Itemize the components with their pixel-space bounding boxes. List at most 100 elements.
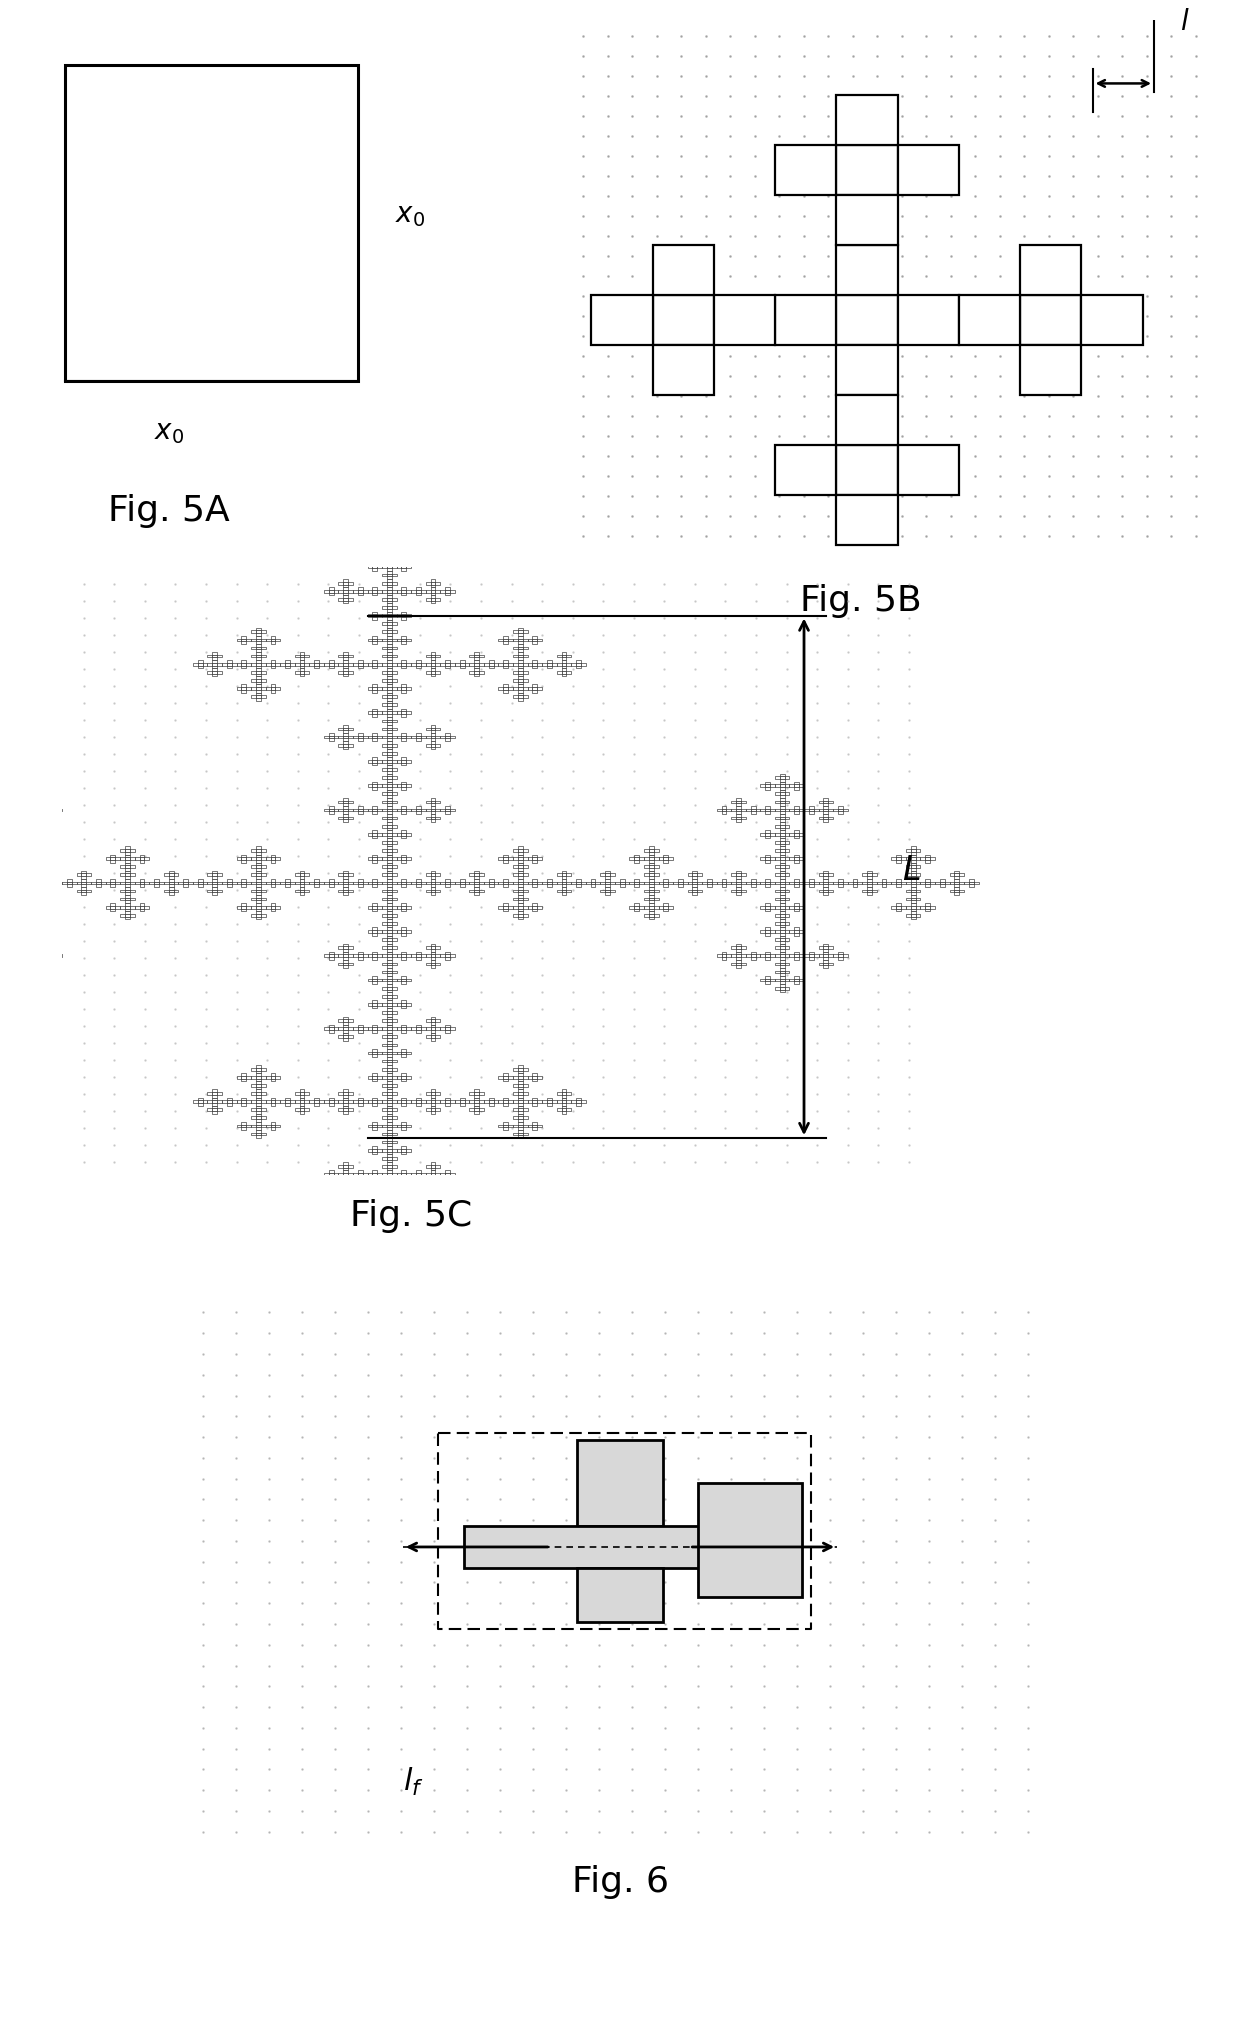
Bar bbox=[503, 885, 508, 887]
Bar bbox=[4, 905, 9, 909]
Bar bbox=[135, 857, 140, 861]
Bar bbox=[737, 954, 742, 958]
Bar bbox=[518, 863, 523, 865]
Bar bbox=[523, 630, 527, 634]
Bar bbox=[212, 652, 217, 654]
Bar bbox=[430, 595, 435, 597]
Bar bbox=[237, 1124, 242, 1128]
Bar bbox=[518, 913, 523, 917]
Bar bbox=[9, 927, 14, 929]
Bar bbox=[260, 1124, 265, 1128]
Bar bbox=[343, 733, 348, 735]
Bar bbox=[785, 954, 790, 958]
Bar bbox=[785, 824, 790, 828]
Bar bbox=[527, 1124, 532, 1128]
Bar bbox=[115, 857, 120, 861]
Bar bbox=[402, 565, 407, 569]
Bar bbox=[862, 873, 867, 877]
Bar bbox=[392, 1156, 397, 1160]
Bar bbox=[255, 1112, 260, 1114]
Bar bbox=[523, 654, 527, 658]
Bar bbox=[387, 715, 392, 717]
Bar bbox=[518, 1108, 523, 1112]
Bar bbox=[610, 873, 615, 877]
Bar bbox=[212, 879, 217, 881]
Bar bbox=[387, 958, 392, 960]
Bar bbox=[255, 1073, 260, 1075]
Bar bbox=[110, 903, 115, 905]
Bar bbox=[537, 881, 542, 885]
Bar bbox=[785, 970, 790, 974]
Bar bbox=[542, 1100, 547, 1104]
Bar bbox=[430, 885, 435, 887]
Bar bbox=[270, 666, 275, 668]
Bar bbox=[242, 1122, 247, 1124]
Bar bbox=[407, 614, 412, 618]
Bar bbox=[270, 857, 275, 861]
Bar bbox=[562, 674, 567, 676]
Bar bbox=[523, 678, 527, 682]
Bar bbox=[430, 731, 435, 733]
Bar bbox=[324, 881, 329, 885]
Bar bbox=[532, 684, 537, 686]
Bar bbox=[417, 660, 420, 662]
Bar bbox=[339, 1164, 343, 1168]
Bar bbox=[808, 879, 813, 881]
Bar bbox=[130, 873, 135, 877]
Bar bbox=[212, 1106, 217, 1108]
Bar bbox=[518, 1106, 523, 1108]
Bar bbox=[0, 800, 4, 804]
Bar bbox=[445, 1027, 450, 1031]
Bar bbox=[130, 889, 135, 893]
Bar bbox=[367, 929, 372, 934]
Bar bbox=[255, 642, 260, 644]
Bar bbox=[717, 954, 722, 958]
Bar bbox=[940, 879, 945, 881]
Bar bbox=[382, 1108, 387, 1112]
Bar bbox=[260, 897, 265, 901]
Bar bbox=[489, 1100, 494, 1104]
Bar bbox=[37, 887, 42, 889]
Bar bbox=[300, 1089, 305, 1091]
Bar bbox=[823, 887, 828, 889]
Bar bbox=[144, 857, 149, 861]
Bar bbox=[518, 1128, 523, 1130]
Bar bbox=[247, 686, 252, 691]
Bar bbox=[372, 662, 377, 666]
Bar bbox=[464, 1525, 776, 1567]
Bar bbox=[252, 889, 255, 893]
Bar bbox=[82, 879, 87, 881]
Bar bbox=[537, 1124, 542, 1128]
Bar bbox=[387, 741, 392, 743]
Bar bbox=[358, 1027, 362, 1031]
Bar bbox=[387, 759, 392, 763]
Bar bbox=[212, 887, 217, 889]
Bar bbox=[392, 938, 397, 942]
Bar bbox=[242, 905, 247, 909]
Bar bbox=[362, 954, 367, 958]
Bar bbox=[425, 946, 430, 950]
Bar bbox=[387, 723, 392, 725]
Bar bbox=[644, 905, 649, 909]
Bar bbox=[242, 666, 247, 668]
Bar bbox=[737, 960, 742, 962]
Bar bbox=[265, 1124, 270, 1128]
Bar bbox=[367, 1100, 372, 1104]
Bar bbox=[227, 1100, 232, 1104]
Bar bbox=[765, 952, 770, 954]
Bar bbox=[455, 1100, 460, 1104]
Bar bbox=[82, 881, 87, 885]
Bar bbox=[392, 962, 397, 966]
Bar bbox=[663, 861, 668, 863]
Bar bbox=[823, 877, 828, 879]
Bar bbox=[57, 808, 62, 812]
Text: $x_0$: $x_0$ bbox=[396, 200, 425, 229]
Bar bbox=[518, 1100, 523, 1104]
Bar bbox=[737, 800, 742, 804]
Bar bbox=[430, 1027, 435, 1031]
Bar bbox=[382, 1132, 387, 1136]
Bar bbox=[255, 668, 260, 670]
Bar bbox=[402, 832, 407, 836]
Bar bbox=[445, 952, 450, 954]
Bar bbox=[367, 1197, 372, 1201]
